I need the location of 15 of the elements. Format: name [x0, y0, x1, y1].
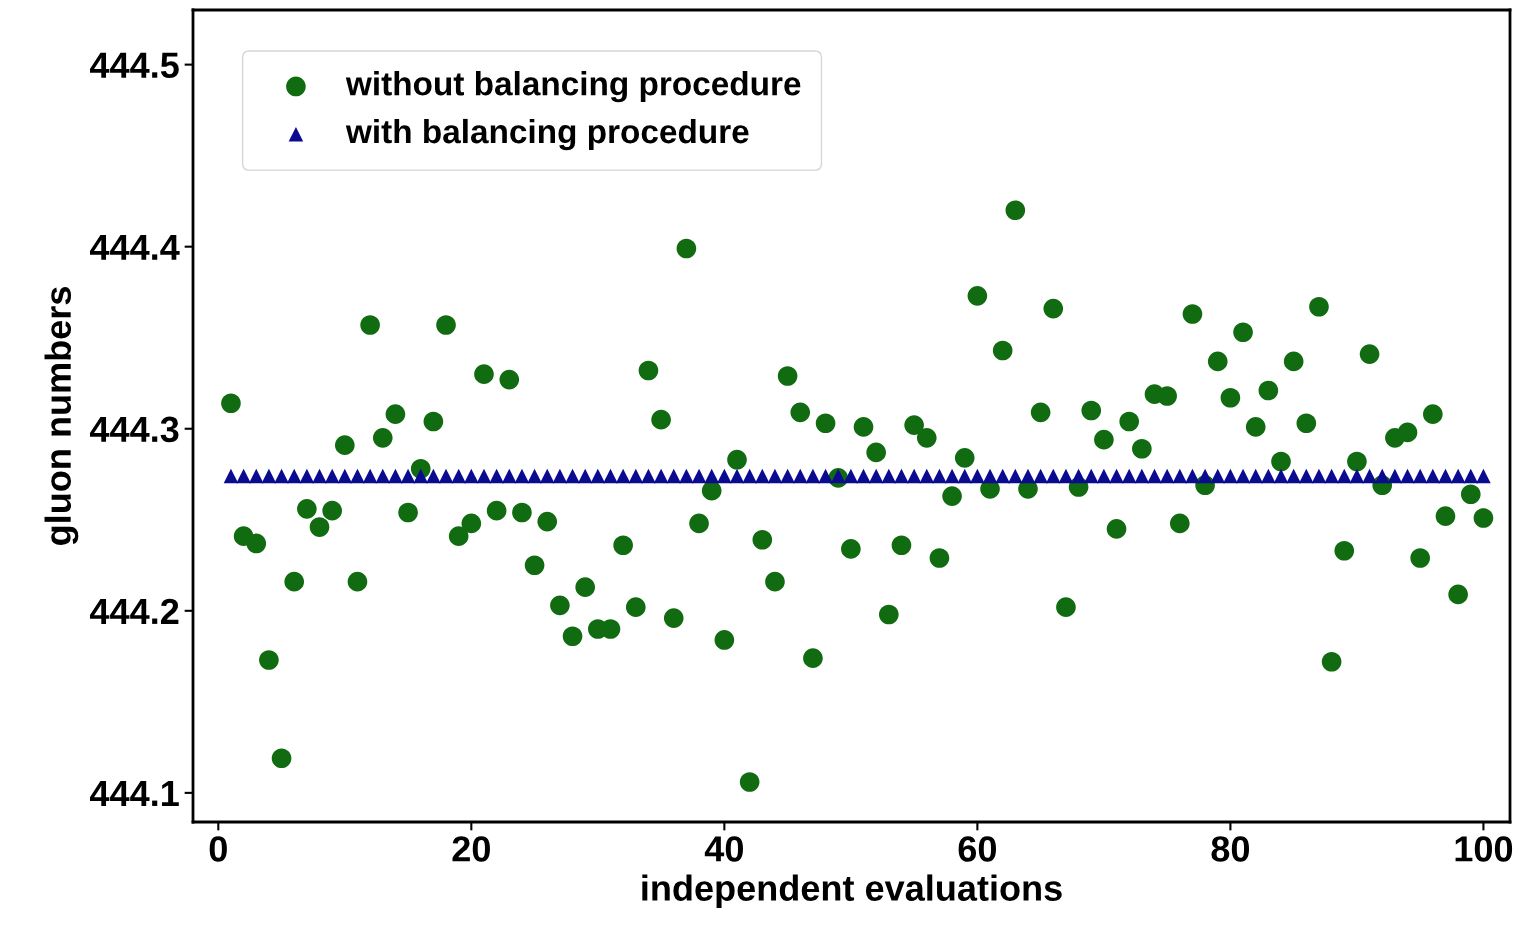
- legend-label: with balancing procedure: [345, 118, 749, 151]
- x-tick-label: 60: [958, 836, 996, 862]
- x-axis-title: independent evaluations: [642, 874, 1062, 909]
- legend-label: without balancing procedure: [345, 71, 801, 103]
- y-tick-label: 444.1: [90, 781, 179, 806]
- y-tick-label: 444.3: [90, 416, 179, 443]
- x-tick-label: 0: [209, 836, 227, 862]
- x-tick-label: 20: [452, 836, 490, 862]
- y-tick-label: 444.2: [90, 598, 179, 624]
- y-axis-title: gluon numbers: [44, 287, 79, 545]
- x-tick-label: 100: [1455, 836, 1513, 862]
- x-tick-label: 40: [704, 836, 743, 862]
- x-tick-label: 80: [1211, 836, 1250, 862]
- y-tick-label: 444.5: [90, 52, 179, 79]
- y-tick-label: 444.4: [90, 234, 180, 260]
